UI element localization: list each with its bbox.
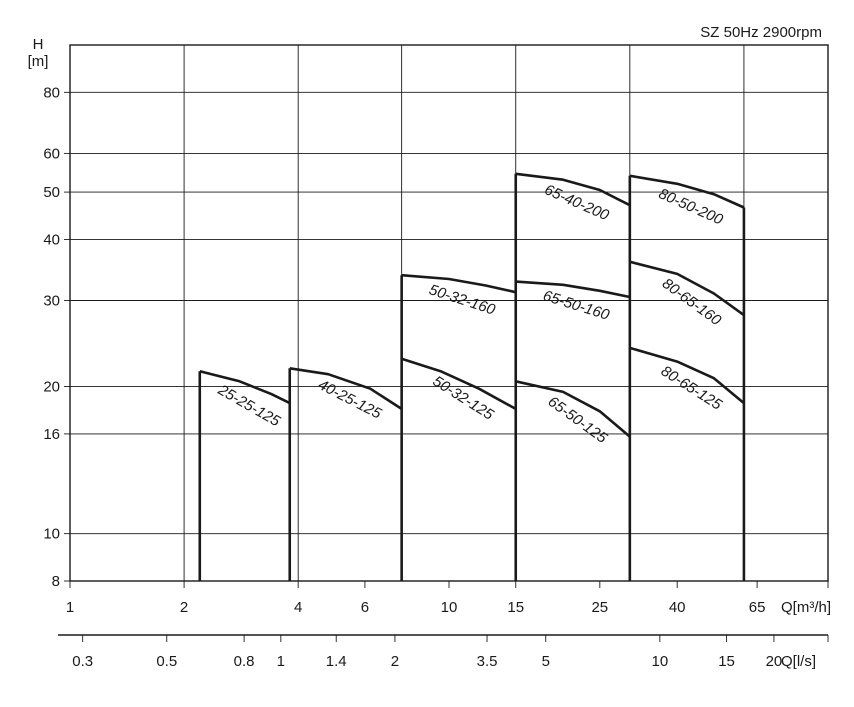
curve-25-25-125 xyxy=(199,369,291,405)
curve-label-65-50-160: 65-50-160 xyxy=(541,287,612,324)
x-axis-primary-unit: Q[m³/h] xyxy=(781,599,831,616)
secondary-tick-label-0-8: 0.8 xyxy=(234,653,255,670)
y-tick-label-40: 40 xyxy=(43,231,60,248)
curve-label-80-65-125: 80-65-125 xyxy=(658,363,725,414)
x-tick-label-6: 6 xyxy=(361,599,369,616)
curve-80-50-200 xyxy=(629,174,745,209)
curve-65-40-200 xyxy=(515,172,631,207)
y-tick-label-16: 16 xyxy=(43,426,60,443)
x-tick-label-4: 4 xyxy=(294,599,302,616)
curve-layer xyxy=(198,172,746,581)
curve-50-32-125 xyxy=(401,357,517,411)
curve-65-50-125 xyxy=(515,380,631,438)
x-tick-label-25: 25 xyxy=(591,599,608,616)
secondary-tick-label-2: 2 xyxy=(391,653,399,670)
curve-80-65-160 xyxy=(629,260,745,317)
curve-80-65-125 xyxy=(629,346,745,405)
chart-title: SZ 50Hz 2900rpm xyxy=(700,24,822,41)
curve-40-25-125 xyxy=(289,367,403,410)
secondary-tick-label-0-3: 0.3 xyxy=(72,653,93,670)
x-tick-label-40: 40 xyxy=(669,599,686,616)
x-tick-label-10: 10 xyxy=(441,599,458,616)
curve-label-65-50-125: 65-50-125 xyxy=(545,393,611,447)
secondary-tick-label-3-5: 3.5 xyxy=(477,653,498,670)
secondary-tick-label-5: 5 xyxy=(542,653,550,670)
y-axis-symbol: H xyxy=(33,36,44,53)
y-tick-label-20: 20 xyxy=(43,379,60,396)
curve-50-32-160 xyxy=(401,273,516,294)
y-tick-label-80: 80 xyxy=(43,84,60,101)
secondary-tick-label-15: 15 xyxy=(718,653,735,670)
curve-65-50-160 xyxy=(515,280,631,299)
grid-layer xyxy=(58,44,829,642)
curve-label-80-65-160: 80-65-160 xyxy=(659,275,725,329)
y-axis-unit: [m] xyxy=(28,53,49,70)
secondary-tick-label-1-4: 1.4 xyxy=(326,653,347,670)
curve-label-25-25-125: 25-25-125 xyxy=(214,381,283,431)
y-tick-label-10: 10 xyxy=(43,526,60,543)
y-tick-label-8: 8 xyxy=(52,573,60,590)
secondary-tick-label-1: 1 xyxy=(277,653,285,670)
secondary-tick-label-0-5: 0.5 xyxy=(156,653,177,670)
secondary-tick-label-20: 20 xyxy=(766,653,783,670)
curve-label-40-25-125: 40-25-125 xyxy=(315,376,384,422)
x-tick-label-65: 65 xyxy=(749,599,766,616)
y-tick-label-50: 50 xyxy=(43,184,60,201)
x-tick-label-1: 1 xyxy=(66,599,74,616)
secondary-tick-label-10: 10 xyxy=(651,653,668,670)
x-tick-label-2: 2 xyxy=(180,599,188,616)
x-tick-label-15: 15 xyxy=(507,599,524,616)
y-tick-label-30: 30 xyxy=(43,293,60,310)
curve-label-65-40-200: 65-40-200 xyxy=(542,181,612,224)
x-axis-secondary-unit: Q[l/s] xyxy=(781,653,816,670)
y-tick-label-60: 60 xyxy=(43,145,60,162)
